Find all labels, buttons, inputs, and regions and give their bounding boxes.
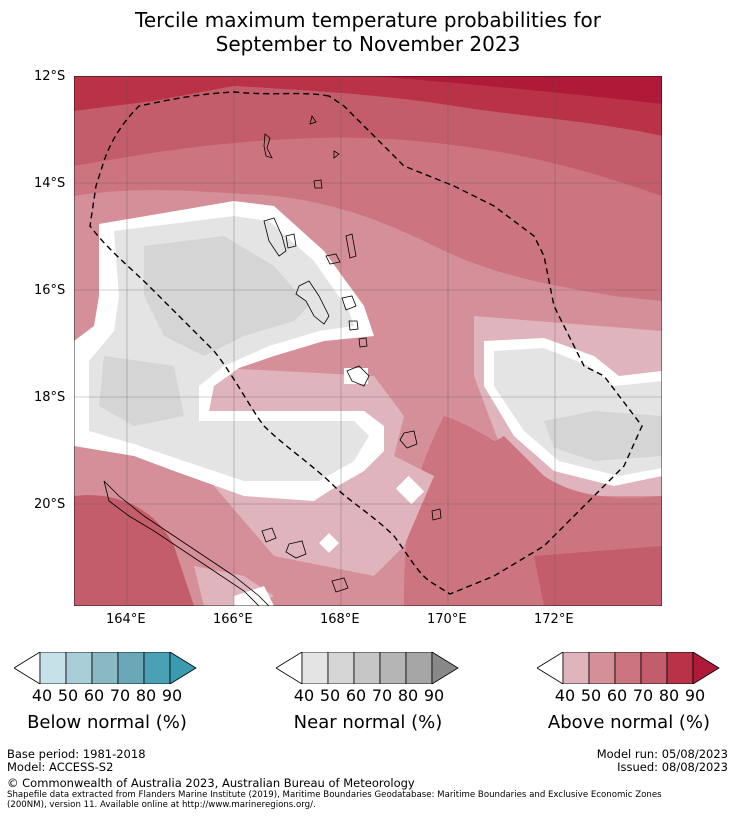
tick-label: 40	[554, 686, 576, 705]
model-text: Model: ACCESS-S2	[7, 760, 114, 774]
colorbar-max-arrow	[431, 652, 459, 684]
colorbar-bin	[588, 652, 616, 684]
above-normal-70-80-southeast	[534, 546, 662, 606]
lat-tick-16s: 16°S	[34, 283, 66, 298]
tick-label: 70	[109, 686, 131, 705]
lon-tick-164e: 164°E	[106, 612, 146, 627]
title-line-2: September to November 2023	[215, 32, 521, 56]
colorbar-bin	[405, 652, 433, 684]
colorbar-near-ticks: 40 50 60 70 80 90	[291, 686, 447, 705]
colorbar-bin	[301, 652, 329, 684]
lat-tick-14s: 14°S	[34, 176, 66, 191]
colorbar-near-label: Near normal (%)	[293, 712, 443, 733]
colorbar-max-arrow	[169, 652, 197, 684]
above-normal-80-90-band	[74, 76, 662, 136]
tick-label: 90	[684, 686, 706, 705]
colorbar-bin	[91, 652, 119, 684]
tick-label: 70	[632, 686, 654, 705]
title-line-1: Tercile maximum temperature probabilitie…	[135, 8, 601, 32]
white-spot-b	[319, 533, 339, 553]
tick-label: 80	[397, 686, 419, 705]
colorbar-bin	[666, 652, 694, 684]
tick-label: 50	[580, 686, 602, 705]
tick-label: 90	[161, 686, 183, 705]
gridlines	[74, 76, 662, 606]
colorbar-bin	[353, 652, 381, 684]
white-spot-c	[344, 368, 368, 384]
colorbar-bin	[117, 652, 145, 684]
tick-label: 60	[606, 686, 628, 705]
colorbar-bin	[65, 652, 93, 684]
tick-label: 60	[83, 686, 105, 705]
base-period-text: Base period: 1981-2018	[7, 747, 146, 761]
near-normal-50-60-west	[144, 236, 309, 356]
tick-label: 70	[371, 686, 393, 705]
above-normal-90-band	[374, 76, 662, 104]
colorbar-below-label: Below normal (%)	[27, 712, 187, 733]
tick-label: 60	[345, 686, 367, 705]
tick-label: 50	[319, 686, 341, 705]
colorbar-above-normal	[537, 652, 720, 684]
tick-label: 80	[658, 686, 680, 705]
lon-tick-172e: 172°E	[534, 612, 574, 627]
colorbar-near-normal	[276, 652, 459, 684]
colorbar-min-arrow	[14, 652, 41, 684]
issued-text: Issued: 08/08/2023	[617, 760, 728, 774]
lon-tick-170e: 170°E	[427, 612, 467, 627]
colorbar-min-arrow	[276, 652, 303, 684]
tick-label: 40	[293, 686, 315, 705]
colorbar-bin	[143, 652, 171, 684]
tick-label: 40	[31, 686, 53, 705]
above-normal-70-80-band	[74, 86, 662, 196]
colorbar-bin	[379, 652, 407, 684]
lat-tick-18s: 18°S	[34, 390, 66, 405]
colorbar-bin	[562, 652, 590, 684]
tick-label: 80	[135, 686, 157, 705]
colorbar-above-label: Above normal (%)	[547, 712, 711, 733]
chart-title: Tercile maximum temperature probabilitie…	[0, 8, 736, 56]
lat-tick-20s: 20°S	[34, 497, 66, 512]
shapefile-credit-line1: Shapefile data extracted from Flanders M…	[7, 790, 662, 800]
colorbar-bin	[39, 652, 67, 684]
colorbar-bin	[640, 652, 668, 684]
colorbar-bin	[614, 652, 642, 684]
shapefile-credit-line2: (200NM), version 11. Available online at…	[7, 800, 316, 810]
colorbar-min-arrow	[537, 652, 564, 684]
coastlines	[103, 115, 442, 606]
lon-tick-166e: 166°E	[213, 612, 253, 627]
tick-label: 50	[57, 686, 79, 705]
white-spot-a	[395, 475, 425, 505]
colorbar-below-normal	[14, 652, 197, 684]
colorbar-below-ticks: 40 50 60 70 80 90	[29, 686, 185, 705]
lon-tick-168e: 168°E	[320, 612, 360, 627]
colorbar-above-ticks: 40 50 60 70 80 90	[552, 686, 708, 705]
tick-label: 90	[423, 686, 445, 705]
colorbar-bin	[327, 652, 355, 684]
colorbar-max-arrow	[692, 652, 720, 684]
copyright-text: © Commonwealth of Australia 2023, Austra…	[7, 776, 415, 790]
near-normal-50-60-west-b	[99, 356, 184, 426]
probability-map[interactable]	[74, 76, 662, 606]
above-normal-70-80-southwest	[74, 495, 194, 606]
model-run-text: Model run: 05/08/2023	[596, 747, 728, 761]
lat-tick-12s: 12°S	[34, 69, 66, 84]
eez-boundary	[89, 91, 643, 595]
